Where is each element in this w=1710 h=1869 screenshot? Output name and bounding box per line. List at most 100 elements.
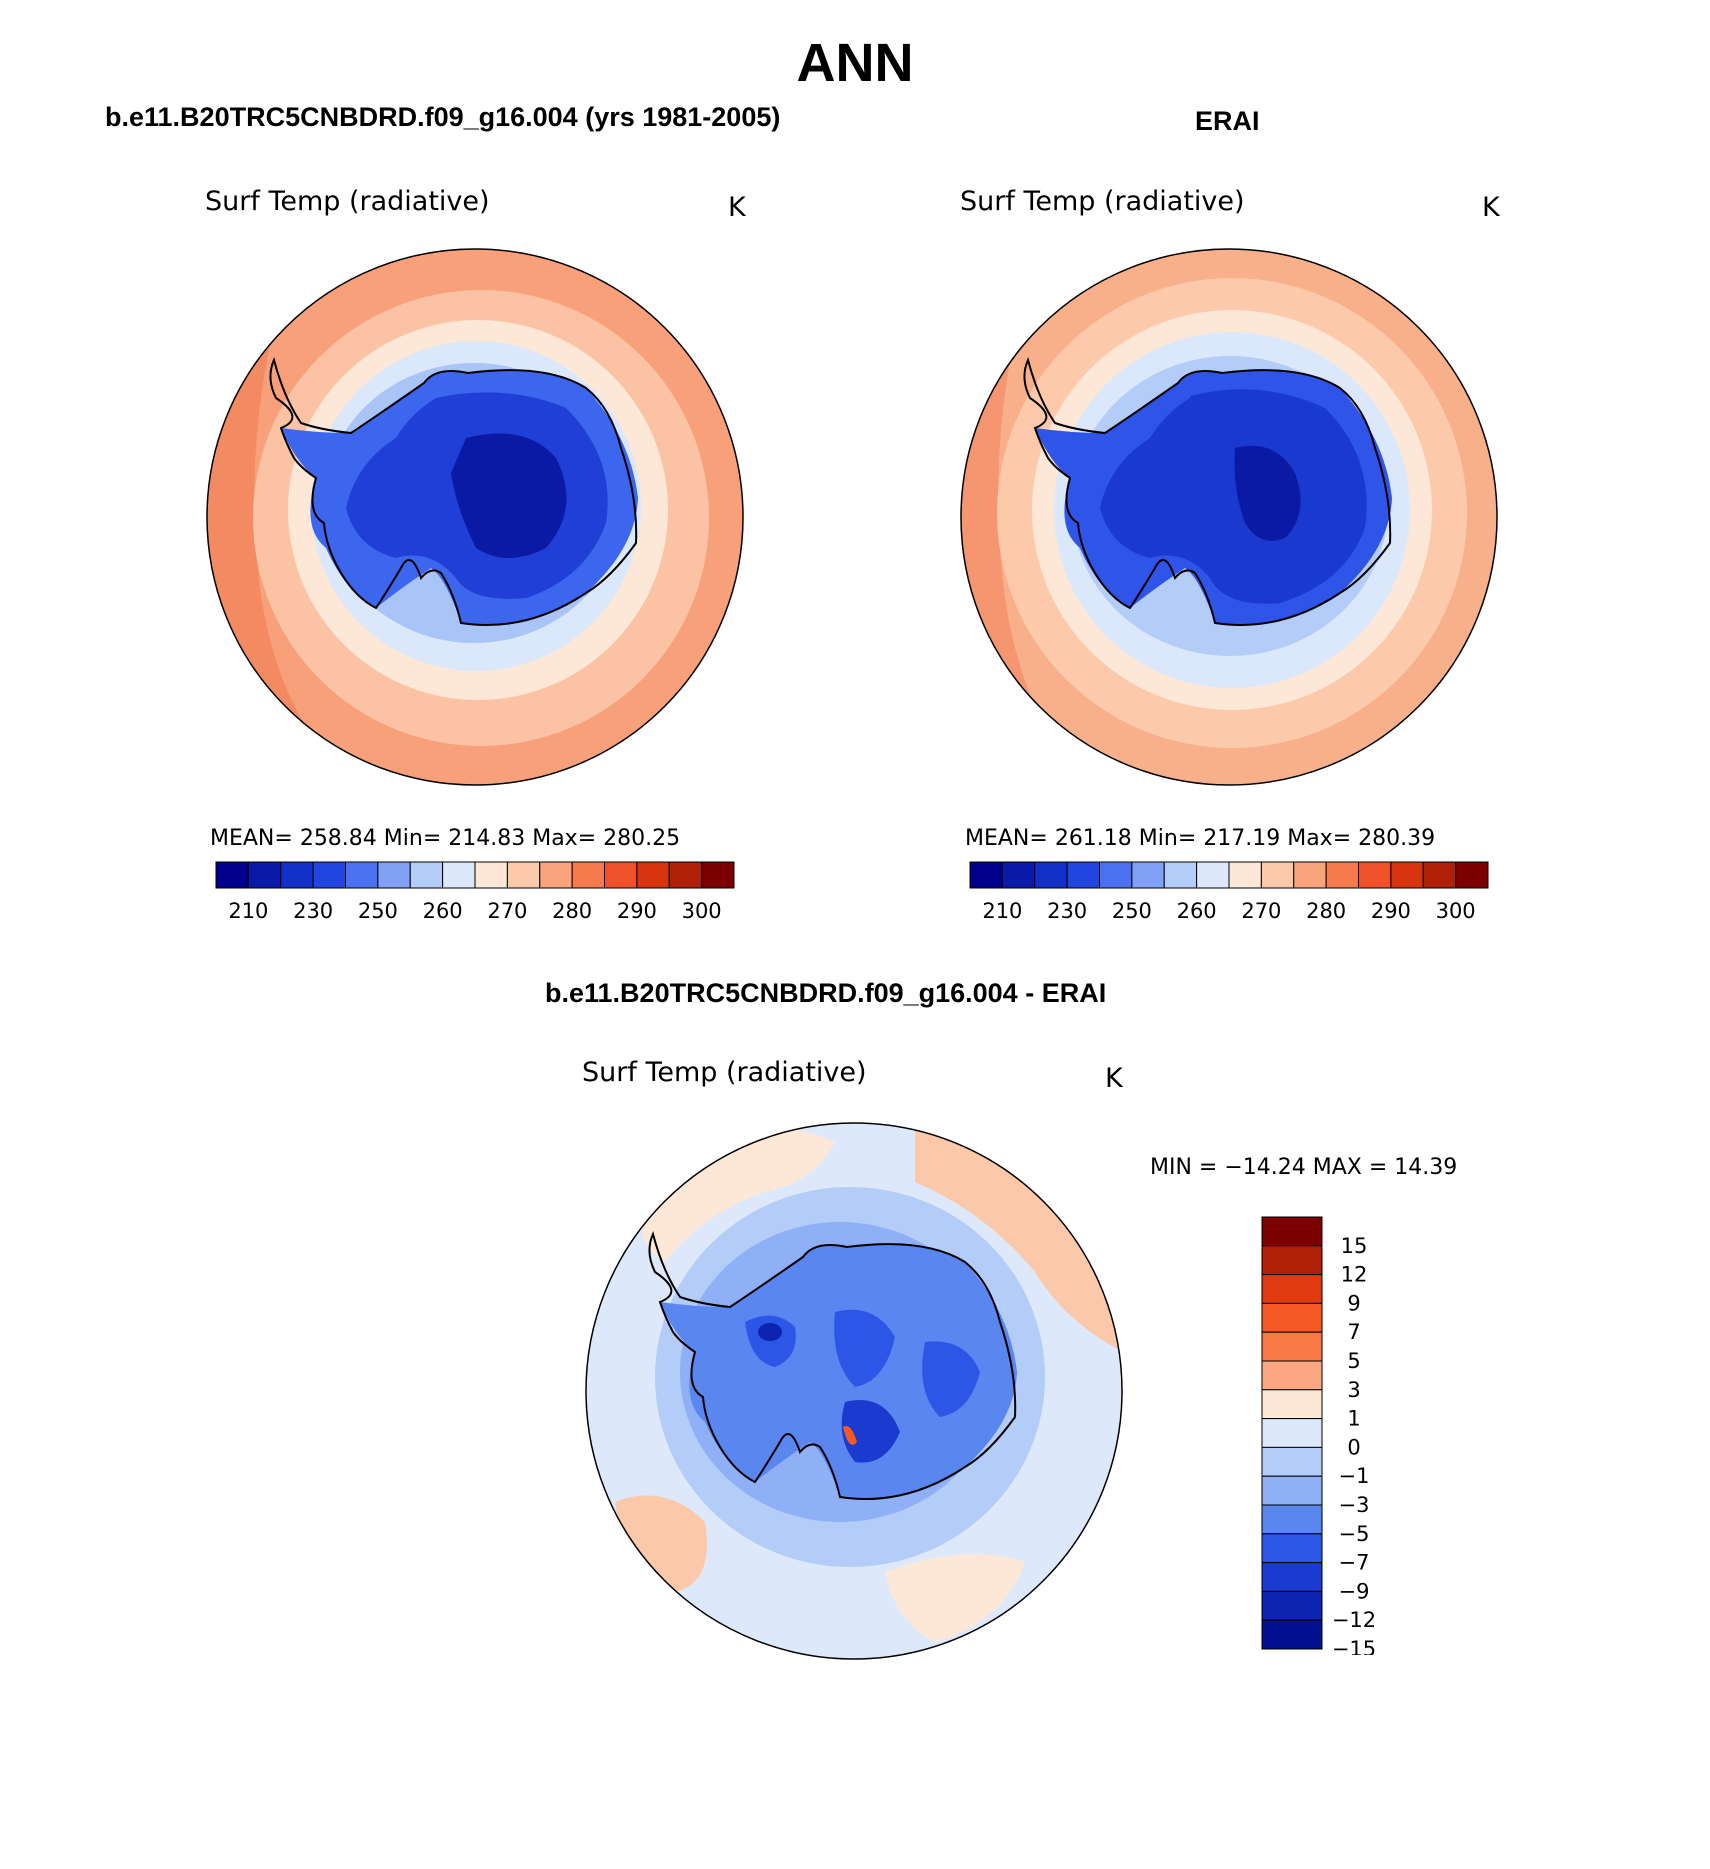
panel-3-colorbar-tick-label: 15 (1341, 1234, 1368, 1258)
panel-3-colorbar-box (1261, 1504, 1323, 1535)
map-diff-minus7-c (922, 1341, 980, 1417)
panel-2-colorbar-box (1163, 861, 1198, 889)
panel-1-colorbar-box (539, 861, 573, 889)
panel-1-colorbar-box (701, 861, 735, 889)
panel-3-colorbar-tick-label: −12 (1332, 1608, 1376, 1632)
figure-title: ANN (796, 33, 914, 93)
panel-1-colorbar-box (668, 861, 703, 889)
panel-1-header: b.e11.B20TRC5CNBDRD.f09_g16.004 (yrs 198… (105, 102, 781, 132)
panel-1-colorbar-box (280, 861, 314, 889)
panel-2-colorbar-box (1422, 861, 1457, 889)
panel-2-colorbar-box (1358, 861, 1392, 889)
panel-1-stats: MEAN= 258.84 Min= 214.83 Max= 280.25 (210, 826, 681, 851)
panel-1-colorbar-box (312, 861, 346, 889)
panel-3-colorbar-tick-label: −1 (1339, 1464, 1370, 1488)
panel-2-colorbar-tick-label: 210 (982, 899, 1022, 923)
map-boundary (206, 248, 744, 786)
panel-2-header: ERAI (1195, 106, 1260, 136)
panel-3-colorbar-tick-label: −15 (1332, 1637, 1376, 1655)
panel-2-stats: MEAN= 261.18 Min= 217.19 Max= 280.39 (965, 826, 1436, 851)
panel-2-colorbar: 210 230 250 260 270 280 290 300 (969, 861, 1489, 923)
panel-3-colorbar-box (1261, 1562, 1323, 1592)
map-antarctica-plateau (451, 433, 567, 558)
panel-3-colorbar-box (1261, 1590, 1323, 1621)
panel-2-colorbar-box (1228, 861, 1262, 889)
panel-1-colorbar-box (571, 861, 605, 889)
panel-2-colorbar-box (1325, 861, 1359, 889)
map-diff-minus7-a (745, 1315, 796, 1367)
panel-1-colorbar-tick-label: 280 (552, 899, 592, 923)
panel-3-colorbar-tick-label: −3 (1339, 1493, 1370, 1517)
panel-1-colorbar-tick-label: 230 (293, 899, 333, 923)
panel-3-colorbar-box (1261, 1389, 1323, 1420)
panel-3-colorbar-box (1261, 1274, 1323, 1304)
panel-2-colorbar-box (1001, 861, 1036, 889)
panel-3-colorbar-tick-label: 3 (1347, 1378, 1360, 1402)
panel-3-colorbar-box (1261, 1418, 1323, 1448)
panel-1-colorbar-box (442, 861, 476, 889)
panel-3-colorbar-box (1261, 1475, 1323, 1506)
map-diff-minus9 (841, 1400, 900, 1463)
panel-1-colorbar-box (474, 861, 508, 889)
panel-3-variable: Surf Temp (radiative) (582, 1057, 867, 1088)
map-diff-positive-west (615, 1495, 707, 1592)
panel-3-stats: MIN = −14.24 MAX = 14.39 (1150, 1155, 1458, 1180)
panel-1-colorbar-tick-label: 260 (423, 899, 463, 923)
panel-2-variable: Surf Temp (radiative) (960, 186, 1245, 217)
panel-2-colorbar-box (1066, 861, 1100, 889)
panel-3-colorbar-tick-label: −5 (1339, 1522, 1370, 1546)
panel-2-colorbar-box (1196, 861, 1230, 889)
panel-3-colorbar-tick-label: 12 (1341, 1263, 1368, 1287)
panel-2-colorbar-tick-label: 290 (1371, 899, 1411, 923)
map-coastline (648, 1230, 1017, 1500)
panel-1-colorbar: 210 230 250 260 270 280 290 300 (215, 861, 735, 923)
panel-3-colorbar-tick-label: −7 (1339, 1551, 1370, 1575)
panel-2-colorbar-box (1390, 861, 1424, 889)
panel-1-colorbar-tick-label: 270 (487, 899, 527, 923)
panel-1-colorbar-tick-label: 290 (617, 899, 657, 923)
panel-1-colorbar-box (409, 861, 444, 889)
panel-1-colorbar-box (636, 861, 670, 889)
panel-3-colorbar-box (1261, 1331, 1323, 1362)
panel-3-colorbar-tick-label: 7 (1347, 1320, 1360, 1344)
panel-1-variable: Surf Temp (radiative) (205, 186, 490, 217)
panel-3-units: K (1105, 1063, 1123, 1094)
panel-1-colorbar-tick-label: 250 (358, 899, 398, 923)
panel-3-colorbar-tick-label: 1 (1347, 1407, 1360, 1431)
panel-1-colorbar-box (506, 861, 541, 889)
panel-2-colorbar-box (1099, 861, 1133, 889)
panel-3-colorbar-box (1261, 1216, 1323, 1247)
map-antarctica-plateau (1234, 445, 1301, 541)
panel-2-colorbar-box (1131, 861, 1165, 889)
panel-1-colorbar-box (247, 861, 282, 889)
panel-3-colorbar-box (1261, 1446, 1323, 1477)
panel-1-polar-map (206, 248, 744, 786)
map-coastline (269, 356, 638, 626)
panel-3-colorbar-tick-label: −9 (1339, 1579, 1370, 1603)
map-antarctica-inner (1100, 389, 1367, 604)
panel-2-units: K (1482, 192, 1500, 223)
panel-2-colorbar-box (1260, 861, 1295, 889)
panel-3-colorbar-box (1261, 1533, 1323, 1564)
panel-2-polar-map (960, 248, 1498, 786)
panel-2-colorbar-tick-label: 270 (1241, 899, 1281, 923)
panel-1-colorbar-box (604, 861, 638, 889)
map-coastline (1023, 356, 1392, 626)
map-diff-hotspot (843, 1426, 857, 1445)
map-diff-minus12 (758, 1323, 782, 1341)
panel-3-colorbar-box (1261, 1245, 1323, 1276)
panel-1-colorbar-box (215, 861, 249, 889)
panel-3-polar-map (585, 1122, 1123, 1660)
panel-1-colorbar-box (377, 861, 411, 889)
panel-2-colorbar-tick-label: 250 (1112, 899, 1152, 923)
panel-3-colorbar: 15 12 9 7 5 3 1 0 −1 −3 −5 −7 −9 −12 −15 (1261, 1216, 1376, 1655)
map-diff-minus7-b (834, 1309, 895, 1387)
map-diff-minus5 (660, 1244, 1017, 1499)
map-diff-positive-south (885, 1554, 1025, 1642)
panel-3-colorbar-box (1261, 1360, 1323, 1391)
panel-2-colorbar-box (1034, 861, 1068, 889)
panel-1-colorbar-box (345, 861, 379, 889)
panel-2-colorbar-box (1293, 861, 1327, 889)
panel-3-colorbar-box (1261, 1619, 1323, 1650)
panel-2-colorbar-tick-label: 260 (1177, 899, 1217, 923)
